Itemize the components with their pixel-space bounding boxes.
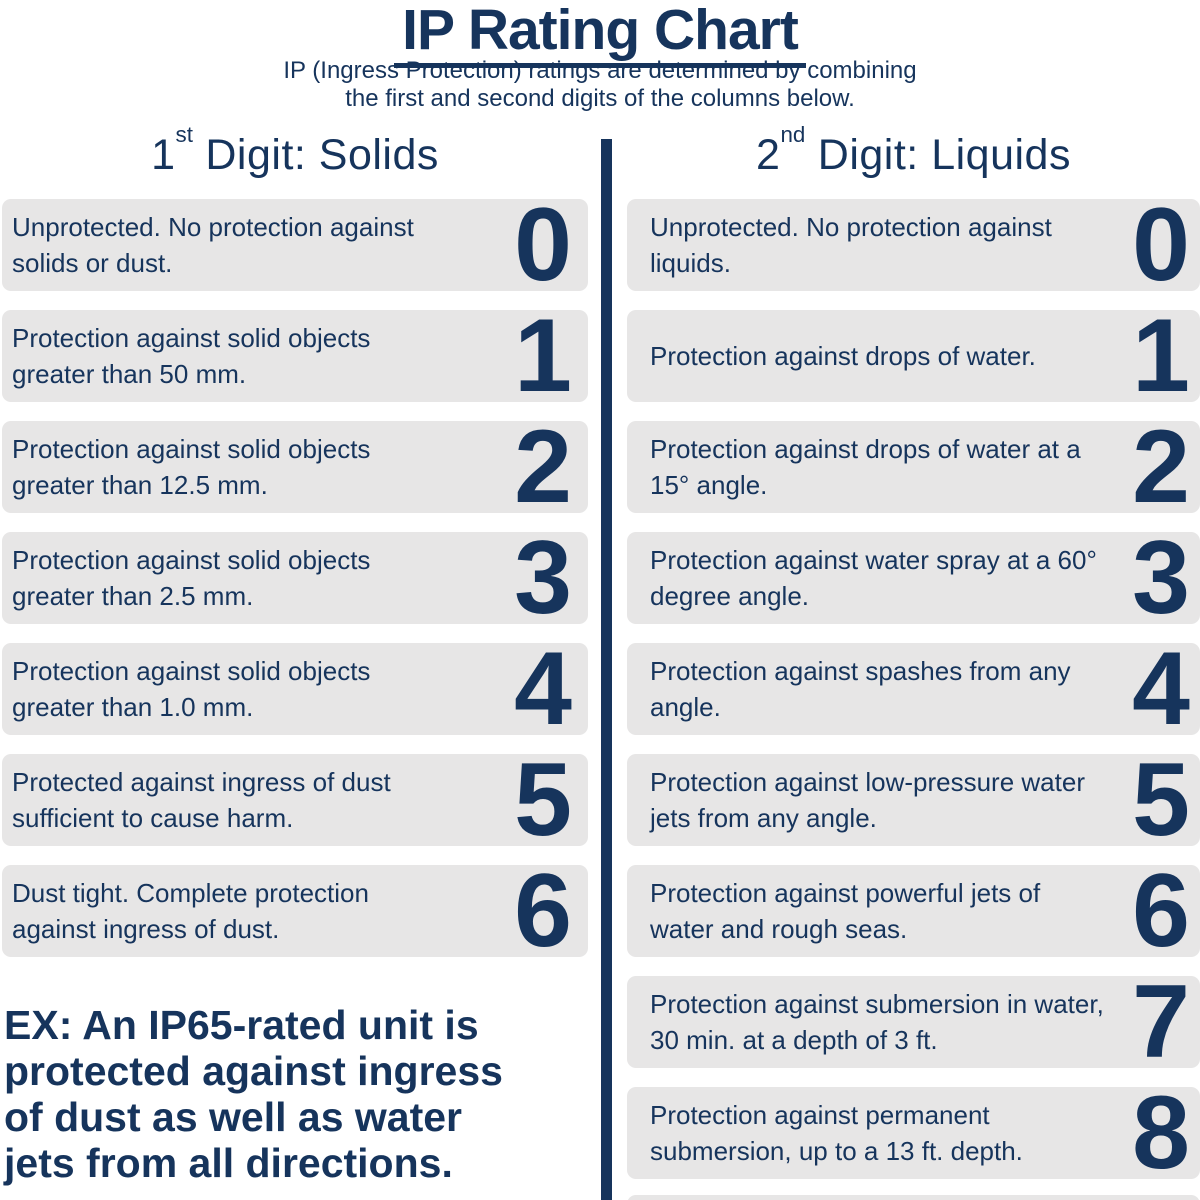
rating-description: Protected against ingress of dust suffic… <box>12 767 391 833</box>
rating-digit: 6 <box>1132 853 1190 969</box>
rating-digit: 8 <box>1132 1075 1190 1191</box>
liquids-row-4: Protection against spashes from any angl… <box>627 631 1200 747</box>
solids-row-4: Protection against solid objects greater… <box>2 631 588 747</box>
rating-digit: 3 <box>1132 520 1190 636</box>
rating-description: Protection against solid objects greater… <box>12 323 371 389</box>
example-line-4: jets from all directions. <box>4 1140 453 1186</box>
rating-digit: 0 <box>1132 187 1190 303</box>
rating-digit: 2 <box>1132 409 1190 525</box>
liquids-column-heading: 2nd Digit: Liquids <box>627 122 1200 180</box>
liquids-row-9-partial <box>627 1195 1200 1200</box>
solids-row-6: Dust tight. Complete protection against … <box>2 853 588 969</box>
rating-description: Protection against water spray at a 60° … <box>650 545 1097 611</box>
rating-digit: 5 <box>514 742 572 858</box>
solids-row-5: Protected against ingress of dust suffic… <box>2 742 588 858</box>
rating-description: Protection against submersion in water, … <box>650 989 1104 1055</box>
rating-digit: 1 <box>514 298 572 414</box>
heading-text: Digit: Liquids <box>805 131 1071 179</box>
solids-rows: Unprotected. No protection against solid… <box>2 187 588 969</box>
heading-ordinal: st <box>175 122 193 148</box>
rating-description: Protection against low-pressure water je… <box>650 767 1085 833</box>
liquids-row-6: Protection against powerful jets of wate… <box>627 853 1200 969</box>
liquids-rows: Unprotected. No protection against liqui… <box>627 187 1200 1191</box>
rating-digit: 5 <box>1132 742 1190 858</box>
rating-digit: 1 <box>1132 298 1190 414</box>
heading-number: 1 <box>151 131 176 179</box>
rating-digit: 0 <box>514 187 572 303</box>
example-line-2: protected against ingress <box>4 1048 503 1094</box>
rating-digit: 7 <box>1132 964 1190 1080</box>
example-line-3: of dust as well as water <box>4 1094 462 1140</box>
solids-row-1: Protection against solid objects greater… <box>2 298 588 414</box>
rating-description: Protection against permanent submersion,… <box>650 1100 1023 1166</box>
column-divider <box>601 139 612 1200</box>
heading-ordinal: nd <box>780 122 806 148</box>
rating-description: Protection against spashes from any angl… <box>650 656 1071 722</box>
rating-description: Unprotected. No protection against liqui… <box>650 212 1052 278</box>
page-title-text: IP Rating Chart <box>394 0 806 68</box>
example-line-1: EX: An IP65-rated unit is <box>4 1002 479 1048</box>
rating-description: Dust tight. Complete protection against … <box>12 878 369 944</box>
solids-row-0: Unprotected. No protection against solid… <box>2 187 588 303</box>
liquids-row-8: Protection against permanent submersion,… <box>627 1075 1200 1191</box>
solids-row-2: Protection against solid objects greater… <box>2 409 588 525</box>
rating-digit: 6 <box>514 853 572 969</box>
page-title: IP Rating Chart <box>0 0 1200 68</box>
rating-description: Protection against drops of water at a 1… <box>650 434 1081 500</box>
liquids-row-1: Protection against drops of water. 1 <box>627 298 1200 414</box>
liquids-row-0: Unprotected. No protection against liqui… <box>627 187 1200 303</box>
liquids-row-2: Protection against drops of water at a 1… <box>627 409 1200 525</box>
rating-description: Protection against drops of water. <box>650 341 1036 371</box>
rating-digit: 4 <box>1132 631 1190 747</box>
rating-description: Protection against solid objects greater… <box>12 545 371 611</box>
heading-text: Digit: Solids <box>192 131 439 179</box>
rating-description: Protection against solid objects greater… <box>12 434 371 500</box>
rating-digit: 2 <box>514 409 572 525</box>
subtitle-line-2: the first and second digits of the colum… <box>345 85 855 112</box>
rating-description: Protection against solid objects greater… <box>12 656 371 722</box>
rating-digit: 3 <box>514 520 572 636</box>
solids-column-heading: 1st Digit: Solids <box>2 122 588 180</box>
example-text: EX: An IP65-rated unit is protected agai… <box>4 1002 503 1186</box>
liquids-row-3: Protection against water spray at a 60° … <box>627 520 1200 636</box>
subtitle-line-1: IP (Ingress Protection) ratings are dete… <box>283 57 917 84</box>
heading-number: 2 <box>756 131 781 179</box>
subtitle: IP (Ingress Protection) ratings are dete… <box>0 57 1200 113</box>
rating-description: Protection against powerful jets of wate… <box>650 878 1041 944</box>
solids-row-3: Protection against solid objects greater… <box>2 520 588 636</box>
liquids-row-7: Protection against submersion in water, … <box>627 964 1200 1080</box>
rating-description: Unprotected. No protection against solid… <box>12 212 414 278</box>
liquids-row-5: Protection against low-pressure water je… <box>627 742 1200 858</box>
rating-digit: 4 <box>514 631 572 747</box>
